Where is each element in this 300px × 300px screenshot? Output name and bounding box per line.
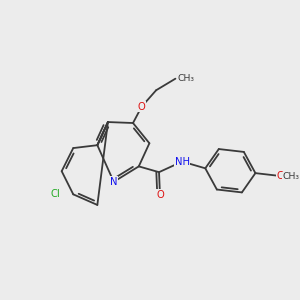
Text: CH₃: CH₃ [177, 74, 194, 83]
Text: CH₃: CH₃ [282, 172, 299, 182]
Text: N: N [110, 177, 118, 187]
Text: Cl: Cl [51, 189, 61, 199]
Text: NH: NH [175, 157, 190, 166]
Text: O: O [277, 171, 284, 181]
Text: O: O [138, 102, 146, 112]
Text: O: O [156, 190, 164, 200]
